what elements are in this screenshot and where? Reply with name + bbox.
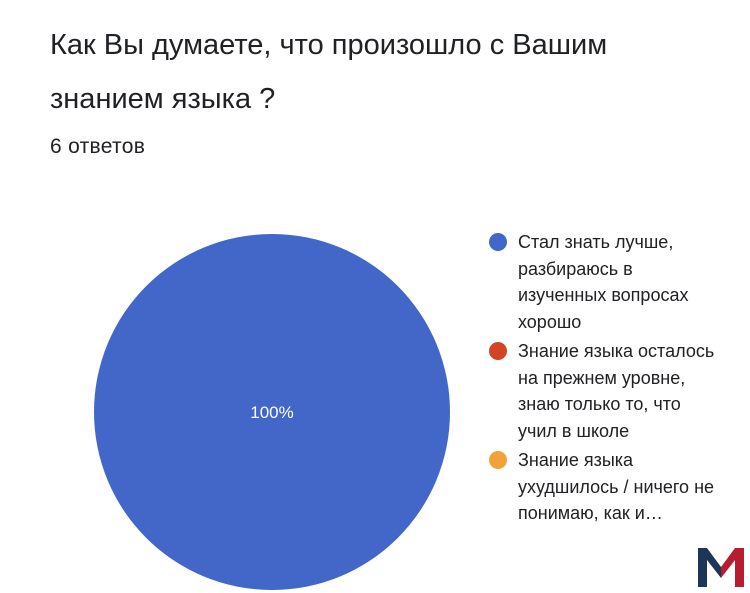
- legend-label-2: Знание языка осталось на прежнем уровне,…: [518, 341, 715, 441]
- pie-slice-1[interactable]: [94, 234, 450, 590]
- legend-swatch-2: [489, 342, 507, 360]
- legend-item-2[interactable]: Знание языка осталось на прежнем уровне,…: [489, 338, 719, 444]
- pie-label-1: 100%: [250, 403, 293, 422]
- chart-legend: Стал знать лучше, разбираюсь в изученных…: [489, 229, 719, 530]
- legend-item-1[interactable]: Стал знать лучше, разбираюсь в изученных…: [489, 229, 719, 335]
- legend-swatch-1: [489, 233, 507, 251]
- legend-swatch-3: [489, 451, 507, 469]
- m-logo-icon: [698, 548, 744, 587]
- legend-label-3: Знание языка ухудшилось / ничего не пони…: [518, 450, 715, 523]
- question-title: Как Вы думаете, что произошло с Вашим зн…: [50, 29, 608, 115]
- responses-count: 6 ответов: [50, 135, 146, 158]
- legend-label-1: Стал знать лучше, разбираюсь в изученных…: [518, 232, 689, 332]
- legend-item-3[interactable]: Знание языка ухудшилось / ничего не пони…: [489, 447, 719, 527]
